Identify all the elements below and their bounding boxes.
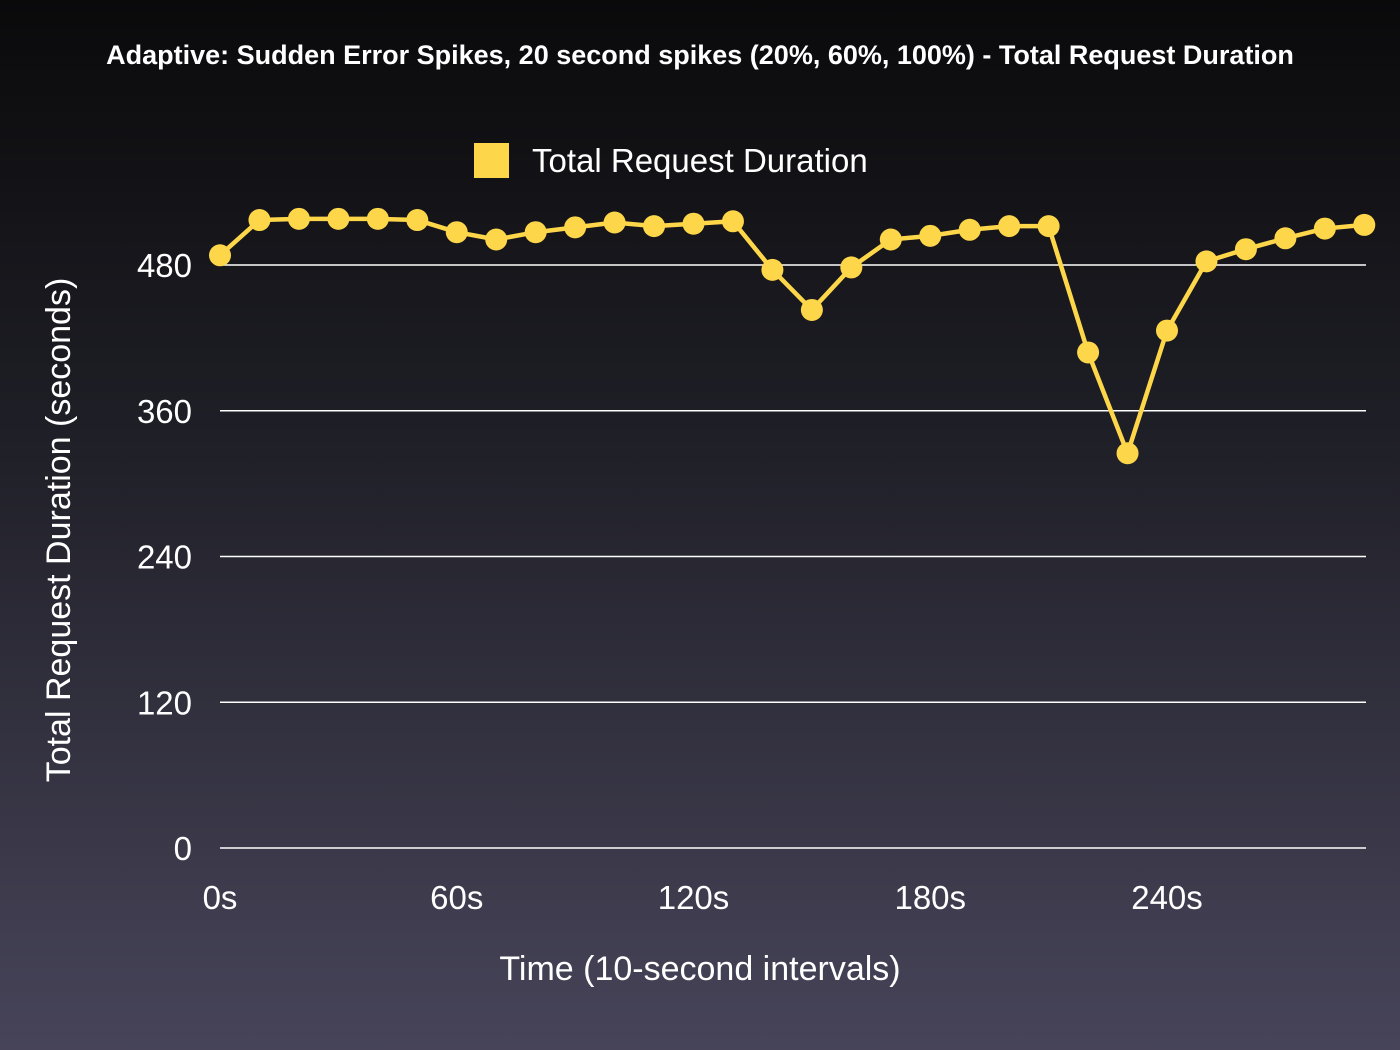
- data-point: [919, 224, 942, 247]
- data-point: [682, 212, 705, 235]
- data-point: [879, 228, 902, 251]
- data-point: [1234, 238, 1257, 261]
- data-point: [1037, 215, 1060, 238]
- data-point: [1353, 213, 1376, 236]
- data-point: [1195, 250, 1218, 273]
- x-tick-label: 240s: [1131, 879, 1203, 916]
- data-point: [327, 207, 350, 230]
- chart-title: Adaptive: Sudden Error Spikes, 20 second…: [106, 40, 1294, 70]
- x-tick-label: 180s: [894, 879, 966, 916]
- data-point: [761, 258, 784, 281]
- legend: Total Request Duration: [474, 142, 868, 179]
- data-point: [445, 221, 468, 244]
- data-point: [998, 215, 1021, 238]
- data-point: [721, 210, 744, 233]
- data-point: [1116, 442, 1139, 465]
- data-point: [1274, 227, 1297, 250]
- x-tick-label: 0s: [203, 879, 238, 916]
- y-tick-label: 0: [174, 830, 192, 867]
- y-axis-label: Total Request Duration (seconds): [40, 278, 78, 783]
- y-axis-ticks: 0 120 240 360 480: [137, 247, 192, 867]
- data-point: [564, 216, 587, 239]
- series-line: [218, 216, 1365, 456]
- x-axis-label: Time (10-second intervals): [499, 950, 900, 988]
- data-point: [287, 207, 310, 230]
- data-point: [958, 218, 981, 241]
- data-point: [209, 244, 231, 267]
- x-tick-label: 60s: [430, 879, 483, 916]
- data-point: [1313, 217, 1336, 240]
- x-axis-ticks: 0s 60s 120s 180s 240s: [203, 879, 1203, 916]
- legend-swatch: [474, 143, 509, 178]
- gridlines: [220, 264, 1366, 849]
- data-point: [366, 207, 389, 230]
- data-point: [1077, 341, 1100, 364]
- data-point: [524, 221, 547, 244]
- y-tick-label: 120: [137, 684, 192, 721]
- series-total-request-duration: [209, 207, 1376, 465]
- legend-label: Total Request Duration: [532, 142, 868, 179]
- y-tick-label: 240: [137, 539, 192, 576]
- data-point: [406, 209, 429, 232]
- data-point: [603, 211, 626, 234]
- data-point: [248, 209, 271, 232]
- y-tick-label: 480: [137, 247, 192, 284]
- data-point: [1156, 319, 1178, 342]
- data-point: [800, 298, 823, 321]
- data-point: [643, 215, 666, 238]
- x-tick-label: 120s: [658, 879, 730, 916]
- data-point: [840, 256, 863, 279]
- data-point: [485, 228, 508, 251]
- y-tick-label: 360: [137, 393, 192, 430]
